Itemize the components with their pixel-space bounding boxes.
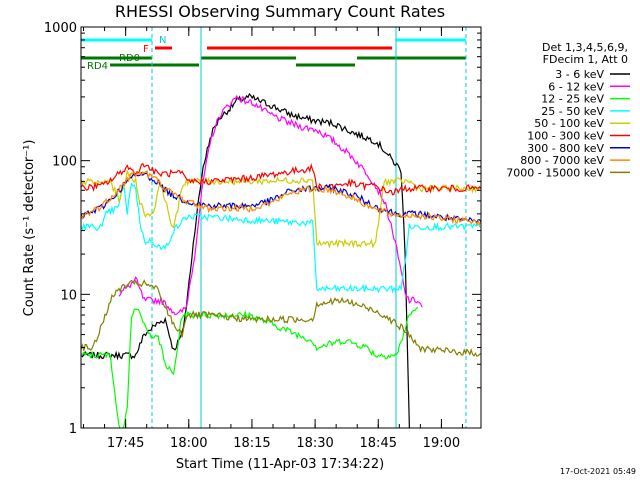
y-tick-label: 1000 bbox=[44, 21, 77, 36]
y-tick-label: 100 bbox=[52, 155, 77, 170]
x-tick-label: 18:45 bbox=[360, 436, 397, 451]
series-line-7 bbox=[81, 170, 481, 227]
series-line-2 bbox=[81, 306, 419, 428]
legend-label: 12 - 25 keV bbox=[541, 93, 604, 106]
series-line-3 bbox=[81, 182, 481, 294]
legend-label: 3 - 6 keV bbox=[555, 68, 604, 81]
legend-label: 6 - 12 keV bbox=[548, 80, 604, 93]
annotation-rd0: RD0 bbox=[119, 53, 140, 64]
annotation-n: N bbox=[159, 35, 166, 46]
series-line-4 bbox=[81, 170, 481, 249]
series-line-0 bbox=[81, 92, 410, 428]
series-layer bbox=[81, 92, 481, 428]
legend-label: 50 - 100 keV bbox=[534, 117, 604, 130]
legend: Det 1,3,4,5,6,9,FDecim 1, Att 0 3 - 6 keV… bbox=[506, 41, 630, 179]
series-line-8 bbox=[81, 279, 481, 357]
legend-header: FDecim 1, Att 0 bbox=[543, 53, 628, 66]
x-tick-label: 18:00 bbox=[170, 436, 207, 451]
time-markers bbox=[151, 27, 467, 428]
timestamp: 17-Oct-2021 05:49 bbox=[560, 467, 636, 476]
x-tick-label: 18:15 bbox=[233, 436, 270, 451]
legend-label: 300 - 800 keV bbox=[527, 142, 604, 155]
x-tick-label: 19:00 bbox=[423, 436, 460, 451]
y-tick-label: 1 bbox=[69, 422, 77, 437]
legend-label: 800 - 7000 keV bbox=[520, 154, 604, 167]
legend-label: 25 - 50 keV bbox=[541, 105, 604, 118]
y-tick-label: 10 bbox=[60, 288, 77, 303]
chart-title: RHESSI Observing Summary Count Rates bbox=[115, 2, 445, 21]
series-line-5 bbox=[81, 162, 481, 196]
axes-layer: 1 10 100 1000 17:45 18:00 18:15 18:30 18:45 19:00 bbox=[44, 21, 482, 451]
x-tick-label: 18:30 bbox=[296, 436, 333, 451]
legend-label: 100 - 300 keV bbox=[527, 130, 604, 143]
plot-frame bbox=[80, 26, 482, 429]
y-axis-title: Count Rate (s⁻¹ detector⁻¹) bbox=[22, 140, 37, 317]
annotation-f: F bbox=[143, 44, 149, 55]
mode-bars: N F RD0 RD4 bbox=[81, 35, 466, 72]
legend-label: 7000 - 15000 keV bbox=[506, 166, 604, 179]
x-axis-title: Start Time (11-Apr-03 17:34:22) bbox=[176, 457, 384, 472]
annotation-rd4: RD4 bbox=[87, 61, 108, 72]
x-tick-label: 17:45 bbox=[107, 436, 144, 451]
legend-header: Det 1,3,4,5,6,9, bbox=[542, 41, 628, 54]
